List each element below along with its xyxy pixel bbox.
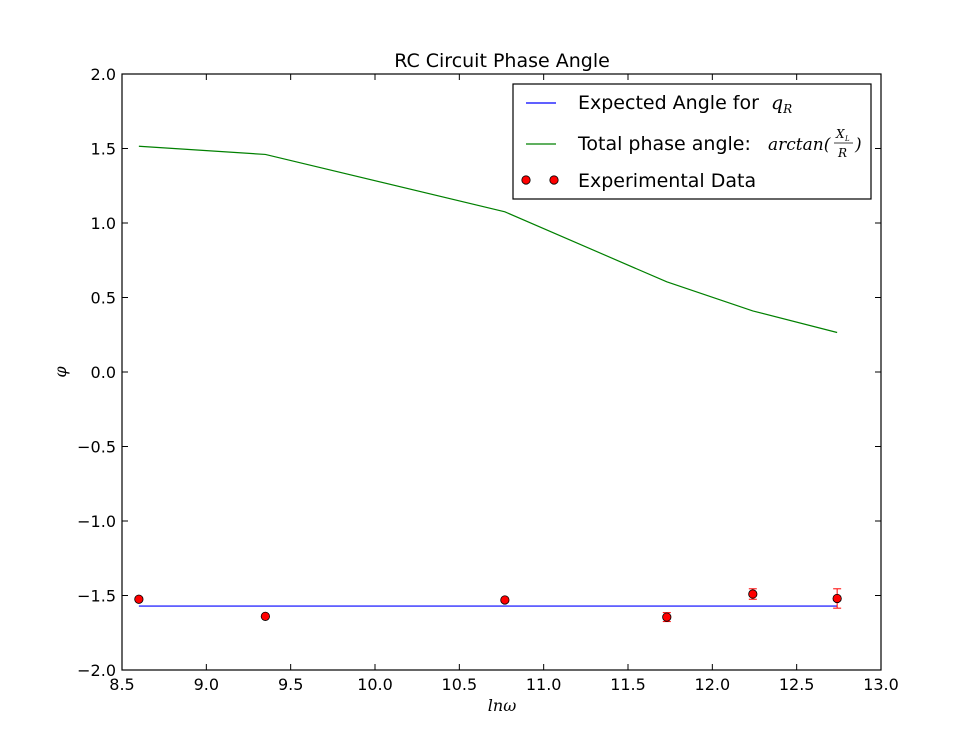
legend-math-fraction-num: X (835, 127, 845, 141)
x-tick-label: 12.5 (779, 675, 815, 694)
legend-math-fraction-num-sub: L (844, 135, 850, 143)
legend-label-experimental: Experimental Data (578, 170, 756, 192)
y-tick-labels: 2.0 1.5 1.0 0.5 0.0 −0.5 −1.0 −1.5 −2.0 (77, 65, 116, 680)
y-tick-label: −1.5 (77, 587, 116, 606)
y-tick-label: 0.0 (91, 363, 116, 382)
data-point (832, 593, 842, 604)
y-tick-label: 1.0 (91, 214, 116, 233)
legend-label-total-phase: Total phase angle: (577, 133, 751, 155)
x-tick-label: 9.0 (194, 675, 219, 694)
series-layer (134, 145, 842, 623)
x-tick-label: 8.5 (109, 675, 134, 694)
legend: Expected Angle for qR Total phase angle:… (512, 83, 872, 200)
legend-math-fraction-den: R (837, 146, 847, 160)
series-line-1 (138, 145, 838, 334)
y-tick-label: −0.5 (77, 438, 116, 457)
legend-marker-experimental-2 (549, 175, 559, 185)
chart-title: RC Circuit Phase Angle (394, 50, 610, 72)
x-tick-labels: 8.5 9.0 9.5 10.0 10.5 11.0 11.5 12.0 12.5 13.0 (109, 675, 899, 694)
y-tick-label: −2.0 (77, 661, 116, 680)
x-tick-label: 11.0 (526, 675, 562, 694)
legend-math-q: q (771, 92, 783, 114)
legend-marker-experimental-1 (521, 175, 531, 185)
x-tick-label: 10.5 (442, 675, 478, 694)
x-tick-label: 11.5 (610, 675, 646, 694)
legend-math-arctan-fn: arctan( (768, 135, 831, 155)
legend-frame (512, 83, 872, 200)
legend-label-expected-angle: Expected Angle for qR (578, 92, 792, 116)
legend-label-expected-angle-text: Expected Angle for (578, 92, 759, 114)
y-tick-label: 2.0 (91, 65, 116, 84)
data-point (748, 589, 758, 599)
legend-math-arctan: arctan( X L R ) (768, 127, 862, 160)
x-tick-label: 9.5 (278, 675, 303, 694)
y-tick-label: −1.0 (77, 512, 116, 531)
y-tick-label: 1.5 (91, 140, 116, 159)
data-point (500, 595, 510, 605)
data-point (260, 611, 270, 621)
y-axis-label: φ (51, 366, 70, 378)
legend-math-arctan-close: ) (854, 135, 862, 155)
data-point (134, 594, 144, 604)
legend-math-q-sub: R (782, 102, 792, 116)
x-tick-label: 10.0 (357, 675, 393, 694)
x-tick-label: 13.0 (863, 675, 899, 694)
x-axis-label: lnω (488, 696, 516, 715)
data-point (662, 612, 672, 622)
y-tick-label: 0.5 (91, 289, 116, 308)
x-tick-label: 12.0 (695, 675, 731, 694)
ticks (121, 73, 882, 671)
